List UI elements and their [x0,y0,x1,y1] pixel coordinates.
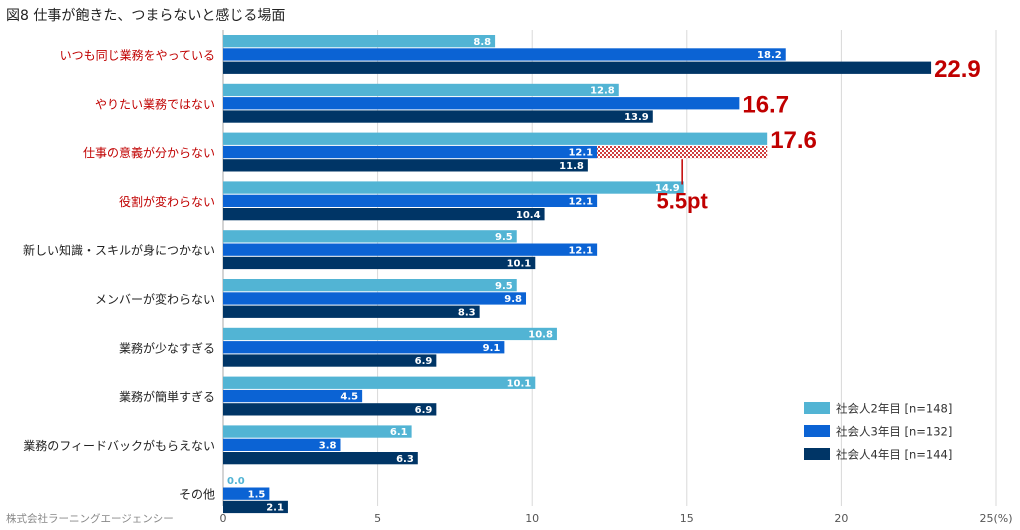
data-label: 12.1 [568,245,593,256]
x-tick-label: 20 [834,512,848,525]
data-label: 10.1 [507,378,532,389]
bar [223,208,545,221]
legend-label: 社会人4年目 [n=144] [836,448,952,462]
bar [223,425,412,438]
bar [223,181,684,194]
bar [223,48,786,61]
bar [223,230,517,243]
labels: いつも同じ業務をやっている 8.8 18.2 22.9 やりたい業務ではない 12.8 16… [23,37,981,514]
bar [223,132,768,145]
data-label: 13.9 [624,112,649,123]
bar [223,61,932,74]
bar [223,327,557,341]
bar [223,376,536,389]
data-label: 9.5 [495,232,513,243]
category-label: 業務が簡単すぎる [119,389,215,404]
x-tick-label: 10 [525,512,539,525]
bar [223,305,480,318]
data-label: 4.5 [340,392,358,403]
legend-label: 社会人2年目 [n=148] [836,402,952,416]
data-label: 10.4 [516,210,541,221]
bar [223,279,517,292]
bar [223,487,270,500]
bar [223,500,288,514]
bar [223,292,527,305]
data-label: 2.1 [266,503,284,514]
bar [223,145,598,159]
data-label: 10.1 [507,259,532,270]
data-label: 6.1 [390,427,408,438]
x-tick-label: 15 [680,512,694,525]
legend-swatch [804,402,830,414]
data-label: 11.8 [559,161,584,172]
bar [223,389,363,403]
x-tick-label: 25(%) [979,512,1012,525]
emphasized-data-label: 17.6 [770,127,817,154]
category-label: いつも同じ業務をやっている [60,48,215,62]
bar [223,194,598,207]
source-credit: 株式会社ラーニングエージェンシー [6,513,174,525]
bar [223,403,437,416]
bar [223,354,437,367]
category-label: その他 [179,488,215,502]
data-label: 12.1 [568,148,593,159]
bar [223,110,653,123]
x-tick-label: 5 [374,512,381,525]
bars [223,35,932,514]
data-label: 3.8 [319,441,337,452]
data-label: 9.8 [504,294,522,305]
legend-swatch [804,448,830,460]
category-label: 仕事の意義が分からない [83,145,215,160]
category-label: やりたい業務ではない [95,97,215,111]
bar [223,438,341,451]
bar [223,256,536,270]
gap-highlight [597,145,768,159]
data-label: 0.0 [227,476,245,487]
annotation-label: 5.5pt [656,189,708,214]
data-label: 9.5 [495,281,513,292]
bar [223,159,588,172]
data-label: 12.8 [590,86,615,97]
category-label: メンバーが変わらない [95,291,215,306]
data-label: 8.8 [473,37,491,48]
legend-swatch [804,425,830,437]
emphasized-data-label: 16.7 [742,91,789,118]
category-label: 業務のフィードバックがもらえない [23,438,215,453]
data-label: 18.2 [757,50,782,61]
data-label: 1.5 [248,489,266,500]
data-label: 6.9 [415,356,433,367]
data-label: 12.1 [568,197,593,208]
x-tick-label: 0 [220,512,227,525]
emphasized-data-label: 22.9 [934,56,981,83]
data-label: 9.1 [483,343,501,354]
chart-title: 図8 仕事が飽きた、つまらないと感じる場面 [6,8,286,24]
bar [223,243,598,256]
category-label: 業務が少なすぎる [119,340,215,355]
data-label: 14.9 [655,183,680,194]
category-label: 役割が変わらない [119,194,215,209]
data-label: 6.9 [415,405,433,416]
data-label: 8.3 [458,307,476,318]
bar [223,97,740,110]
bar [223,83,619,97]
legend: 社会人2年目 [n=148] 社会人3年目 [n=132] 社会人4年目 [n=14… [804,402,952,462]
data-label: 10.8 [528,330,553,341]
category-label: 新しい知識・スキルが身につかない [23,243,215,258]
bar [223,341,505,354]
data-label: 6.3 [396,454,414,465]
bar [223,452,418,465]
legend-label: 社会人3年目 [n=132] [836,425,952,439]
bar [223,35,496,48]
